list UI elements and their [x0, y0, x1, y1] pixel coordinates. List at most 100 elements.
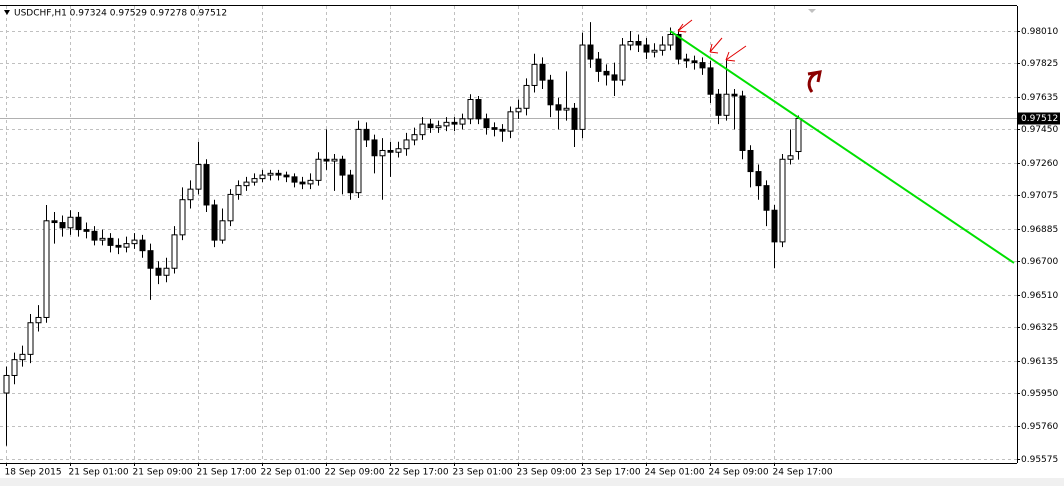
candle-body — [539, 63, 546, 81]
candle-body — [123, 243, 130, 248]
candle-body — [611, 74, 618, 81]
candle-body — [139, 239, 146, 252]
candle-body — [411, 134, 418, 141]
x-tick-label: 18 Sep 2015 — [5, 468, 62, 478]
x-tick-label: 22 Sep 17:00 — [389, 468, 449, 478]
candle-body — [67, 216, 74, 229]
shift-marker — [808, 9, 816, 13]
y-tick-label: 0.96510 — [1021, 291, 1058, 301]
candle-body — [587, 44, 594, 60]
candle-body — [11, 359, 18, 376]
candle-body — [507, 111, 514, 132]
candle-body — [35, 316, 42, 324]
candle-body — [523, 84, 530, 109]
y-tick-label: 0.97260 — [1021, 159, 1058, 169]
chart-title: USDCHF,H1 0.97324 0.97529 0.97278 0.9751… — [14, 9, 227, 19]
candle-body — [51, 220, 58, 224]
candle-body — [731, 93, 738, 97]
x-tick-label: 21 Sep 01:00 — [69, 468, 129, 478]
candle-body — [427, 123, 434, 129]
candle-body — [347, 174, 354, 194]
red-arrow — [677, 19, 693, 33]
scroll-strip — [0, 478, 1064, 486]
candle-body — [107, 237, 114, 246]
candle-body — [131, 239, 138, 245]
candle-body — [387, 149, 394, 153]
candle-body — [379, 149, 386, 157]
candle-body — [499, 128, 506, 132]
candle-body — [635, 41, 642, 46]
candle-body — [547, 79, 554, 106]
x-tick-label: 23 Sep 17:00 — [581, 468, 641, 478]
candle-body — [675, 33, 682, 60]
current-price-box — [1017, 112, 1060, 125]
y-tick-label: 0.95950 — [1021, 389, 1058, 399]
candle-body — [235, 185, 242, 195]
candle-body — [715, 93, 722, 116]
candle-body — [723, 93, 730, 116]
candle-body — [403, 139, 410, 150]
up-arrow-annotation — [807, 70, 822, 93]
candle-body — [307, 179, 314, 185]
candle-body — [179, 199, 186, 236]
y-tick-label: 0.96135 — [1021, 357, 1058, 367]
candle-body — [459, 118, 466, 125]
candle-body — [707, 67, 714, 95]
candle-body — [99, 237, 106, 241]
candle-body — [779, 158, 786, 243]
x-tick-label: 22 Sep 09:00 — [325, 468, 385, 478]
candle-body — [483, 118, 490, 129]
y-tick-label: 0.96885 — [1021, 225, 1058, 235]
candle-body — [691, 60, 698, 64]
candle-body — [771, 209, 778, 243]
candle-body — [443, 121, 450, 127]
y-tick-label: 0.97825 — [1021, 59, 1058, 69]
candle-body — [43, 220, 50, 318]
annotation-marks — [677, 19, 747, 62]
candle-body — [251, 178, 258, 183]
candle-body — [795, 117, 802, 153]
candle-body — [19, 353, 26, 361]
candle-body — [571, 107, 578, 130]
candle-body — [187, 188, 194, 201]
red-arrow — [709, 37, 723, 54]
candle-body — [155, 267, 162, 276]
candle-body — [683, 58, 690, 62]
candle-body — [747, 149, 754, 173]
x-tick-label: 24 Sep 17:00 — [773, 468, 833, 478]
x-tick-label: 24 Sep 09:00 — [709, 468, 769, 478]
candle-body — [659, 44, 666, 51]
x-tick-label: 21 Sep 17:00 — [197, 468, 257, 478]
candle-body — [211, 204, 218, 241]
candle-body — [755, 171, 762, 187]
y-tick-label: 0.96325 — [1021, 323, 1058, 333]
candle-body — [91, 230, 98, 241]
candle-body — [363, 128, 370, 141]
candle-body — [475, 99, 482, 120]
x-tick-label: 24 Sep 01:00 — [645, 468, 705, 478]
candle-body — [83, 229, 90, 232]
candle-body — [195, 164, 202, 190]
candle-body — [259, 174, 266, 180]
candle-body — [627, 41, 634, 46]
y-tick-label: 0.97450 — [1021, 125, 1058, 135]
candle-body — [163, 267, 170, 276]
candle-body — [315, 158, 322, 181]
candle-body — [283, 174, 290, 178]
candle-body — [355, 128, 362, 194]
candle-body — [171, 234, 178, 269]
candle-body — [531, 63, 538, 86]
candle-body — [75, 216, 82, 231]
x-tick-label: 23 Sep 09:00 — [517, 468, 577, 478]
candle-body — [651, 49, 658, 53]
candle-body — [619, 44, 626, 81]
candle-body — [787, 155, 794, 160]
candle-body — [3, 374, 10, 394]
candle-body — [243, 181, 250, 187]
x-tick-label: 22 Sep 01:00 — [261, 468, 321, 478]
candle-body — [643, 44, 650, 53]
candle-body — [331, 158, 338, 162]
candle-body — [339, 158, 346, 176]
x-tick-label: 21 Sep 09:00 — [133, 468, 193, 478]
